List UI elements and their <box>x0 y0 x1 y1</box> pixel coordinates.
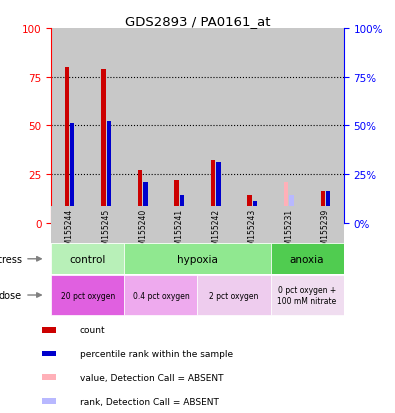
Bar <box>65 68 69 223</box>
Bar <box>107 122 111 223</box>
Bar <box>284 182 288 223</box>
Bar <box>321 192 325 223</box>
Text: 20 pct oxygen: 20 pct oxygen <box>61 291 115 300</box>
Bar <box>124 29 161 223</box>
Bar <box>198 275 271 315</box>
Text: value, Detection Call = ABSENT: value, Detection Call = ABSENT <box>80 373 223 382</box>
Text: control: control <box>70 254 106 264</box>
Bar <box>42 327 56 333</box>
Text: rank, Detection Call = ABSENT: rank, Detection Call = ABSENT <box>80 396 219 406</box>
Bar <box>70 124 74 223</box>
Bar <box>102 70 106 223</box>
Bar <box>234 206 271 244</box>
Text: dose: dose <box>0 290 22 300</box>
Bar <box>198 206 234 244</box>
Text: 0 pct oxygen +
100 mM nitrate: 0 pct oxygen + 100 mM nitrate <box>277 286 337 305</box>
Bar <box>124 206 161 244</box>
Bar <box>42 351 56 356</box>
Bar <box>326 192 330 223</box>
Bar <box>42 375 56 380</box>
Bar <box>42 398 56 404</box>
Bar <box>143 182 147 223</box>
Bar <box>124 275 198 315</box>
Bar <box>180 196 184 223</box>
Text: GSM155239: GSM155239 <box>321 208 330 254</box>
Text: count: count <box>80 325 105 335</box>
Bar <box>161 206 198 244</box>
Text: percentile rank within the sample: percentile rank within the sample <box>80 349 233 358</box>
Text: 0.4 pct oxygen: 0.4 pct oxygen <box>133 291 189 300</box>
Text: GSM155231: GSM155231 <box>284 208 293 254</box>
Text: anoxia: anoxia <box>290 254 324 264</box>
Bar <box>216 163 220 223</box>
Bar <box>51 244 124 275</box>
Text: GSM155241: GSM155241 <box>175 208 184 254</box>
Bar <box>198 29 234 223</box>
Bar <box>307 29 344 223</box>
Bar <box>124 244 271 275</box>
Bar <box>271 206 307 244</box>
Bar <box>307 206 344 244</box>
Text: GSM155240: GSM155240 <box>138 208 147 254</box>
Bar <box>51 206 88 244</box>
Text: GSM155245: GSM155245 <box>102 208 111 254</box>
Bar <box>271 29 307 223</box>
Bar <box>234 29 271 223</box>
Text: 2 pct oxygen: 2 pct oxygen <box>209 291 259 300</box>
Text: GSM155243: GSM155243 <box>248 208 257 254</box>
Bar <box>51 29 88 223</box>
Bar <box>51 275 124 315</box>
Bar <box>175 180 179 223</box>
Title: GDS2893 / PA0161_at: GDS2893 / PA0161_at <box>125 15 270 28</box>
Bar <box>248 196 252 223</box>
Text: stress: stress <box>0 254 22 264</box>
Bar <box>161 29 198 223</box>
Bar <box>88 29 124 223</box>
Bar <box>271 244 344 275</box>
Bar <box>211 161 215 223</box>
Bar <box>88 206 124 244</box>
Text: GSM155244: GSM155244 <box>65 208 74 254</box>
Bar <box>253 202 257 223</box>
Bar <box>271 275 344 315</box>
Bar <box>138 171 142 223</box>
Text: GSM155242: GSM155242 <box>211 208 220 254</box>
Bar <box>289 196 293 223</box>
Text: hypoxia: hypoxia <box>177 254 218 264</box>
